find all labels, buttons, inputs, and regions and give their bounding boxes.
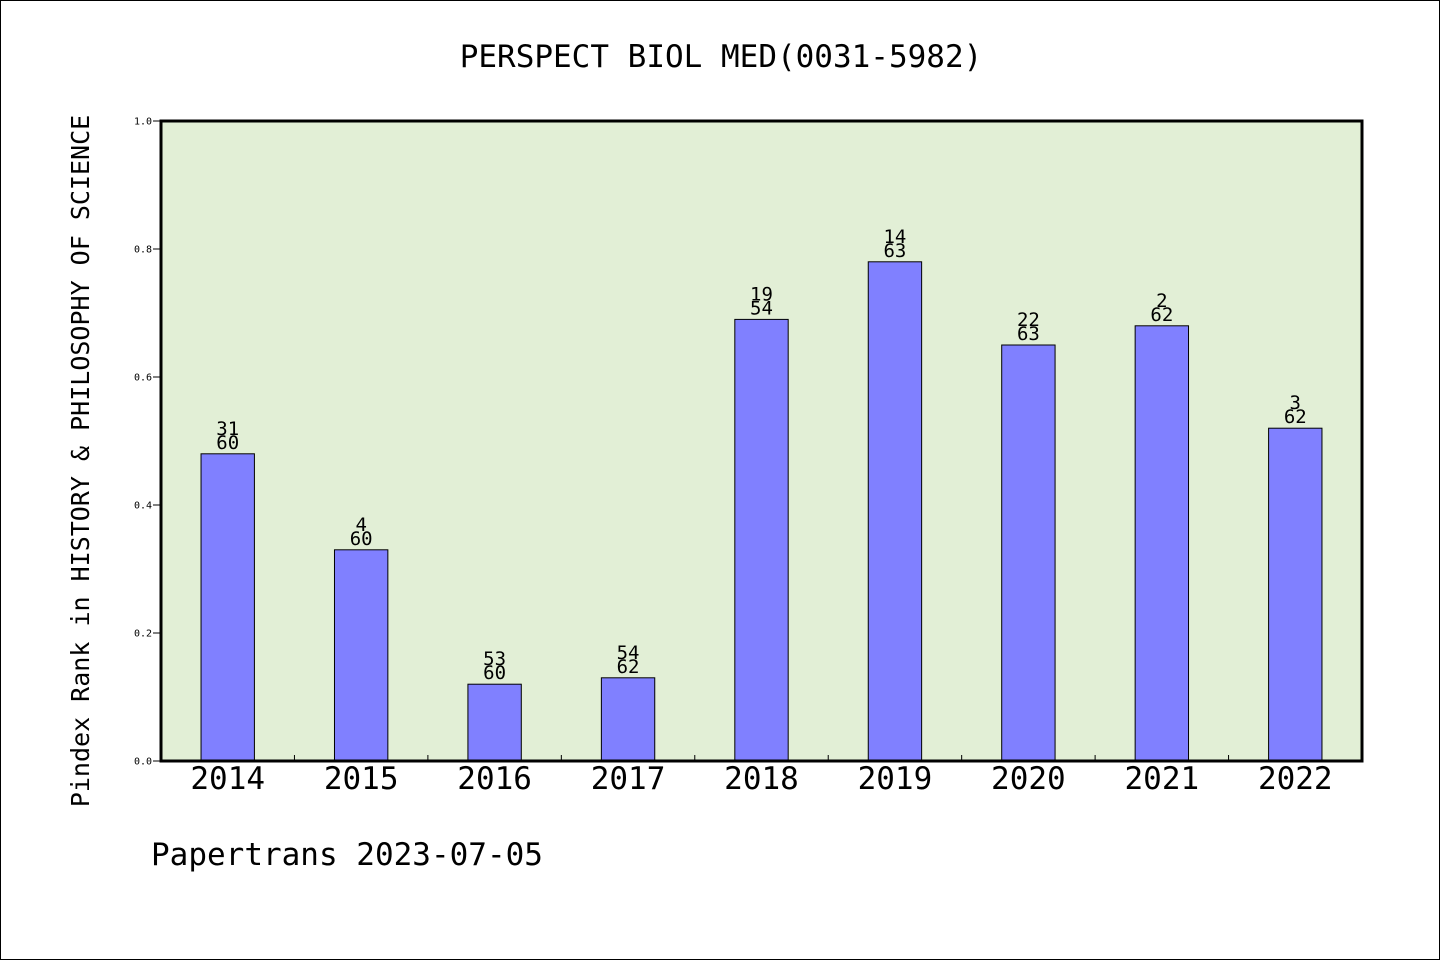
y-tick-label: 0.2 <box>134 629 152 640</box>
bar-2014 <box>200 453 255 762</box>
y-tick-label: 0.0 <box>134 757 152 768</box>
footer-credit: Papertrans 2023-07-05 <box>151 837 543 873</box>
data-label-rank: 14 <box>883 226 906 248</box>
data-label-total: 60 <box>350 528 373 550</box>
plot-border <box>159 119 1364 763</box>
data-label-total: 63 <box>1017 323 1040 345</box>
x-tick-label: 2014 <box>190 761 265 797</box>
data-label-rank: 54 <box>617 642 640 664</box>
y-axis: 0.0 0.2 0.4 0.6 0.8 1.0 <box>134 117 161 768</box>
y-tick-label: 0.8 <box>134 245 152 256</box>
x-tick-label: 2015 <box>324 761 399 797</box>
x-tick-label: 2021 <box>1125 761 1200 797</box>
x-axis: 2014 2015 2016 2017 2018 2019 2020 2021 2022 <box>190 755 1333 797</box>
x-tick-label: 2022 <box>1258 761 1333 797</box>
data-label-total: 63 <box>883 240 906 262</box>
bar-2016 <box>467 683 522 762</box>
bar-2020 <box>1001 344 1056 762</box>
y-tick-label: 0.6 <box>134 373 152 384</box>
data-label-rank: 19 <box>750 283 773 305</box>
data-label-rank: 4 <box>355 514 366 536</box>
data-label-total: 62 <box>617 656 640 678</box>
data-label-total: 62 <box>1284 406 1307 428</box>
x-tick-label: 2016 <box>457 761 532 797</box>
data-label-total: 54 <box>750 297 773 319</box>
data-label-rank: 3 <box>1290 392 1301 414</box>
bar-2015 <box>333 549 389 762</box>
data-label-rank: 31 <box>216 418 239 440</box>
bar-2017 <box>600 677 656 762</box>
data-label-rank: 53 <box>483 648 506 670</box>
bar-2022 <box>1268 427 1323 762</box>
chart-title: PERSPECT BIOL MED(0031-5982) <box>460 39 983 75</box>
bars <box>200 261 1323 762</box>
x-tick-label: 2018 <box>724 761 799 797</box>
data-label-rank: 2 <box>1156 290 1167 312</box>
y-tick-label: 0.4 <box>134 501 152 512</box>
x-tick-label: 2019 <box>858 761 933 797</box>
bar-2019 <box>867 261 923 762</box>
x-tick-label: 2017 <box>591 761 666 797</box>
data-label-total: 62 <box>1150 304 1173 326</box>
y-tick-label: 1.0 <box>134 117 152 128</box>
bar-2021 <box>1134 325 1190 762</box>
data-label-total: 60 <box>483 662 506 684</box>
y-axis-label: Pindex Rank in HISTORY & PHILOSOPHY OF S… <box>66 115 95 807</box>
data-label-total: 60 <box>216 432 239 454</box>
bar-2018 <box>734 318 789 762</box>
data-label-rank: 22 <box>1017 309 1040 331</box>
x-tick-label: 2020 <box>991 761 1066 797</box>
